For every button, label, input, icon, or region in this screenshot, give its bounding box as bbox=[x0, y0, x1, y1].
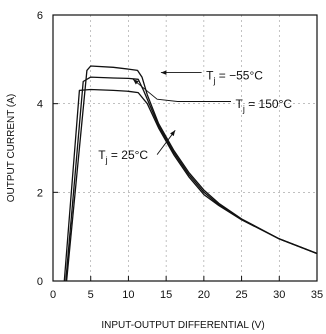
x-tick-label: 35 bbox=[311, 289, 323, 301]
y-tick-label: 2 bbox=[37, 187, 43, 199]
x-tick-label: 0 bbox=[50, 289, 56, 301]
annotation-arrowhead bbox=[170, 130, 176, 137]
annotation-label: Tj = −55°C bbox=[206, 68, 263, 85]
x-tick-label: 30 bbox=[273, 289, 285, 301]
y-axis-title: OUTPUT CURRENT (A) bbox=[6, 94, 17, 203]
x-tick-label: 10 bbox=[122, 289, 134, 301]
series-lines bbox=[63, 65, 318, 282]
x-tick-label: 15 bbox=[160, 289, 172, 301]
series-line bbox=[65, 76, 318, 282]
plot-frame bbox=[52, 14, 318, 282]
y-tick-label: 0 bbox=[37, 276, 43, 288]
annotation-leader bbox=[132, 78, 231, 102]
y-ticks: 0 2 4 6 bbox=[37, 10, 58, 288]
grid bbox=[53, 15, 317, 281]
x-ticks: 0 5 10 15 20 25 30 35 bbox=[50, 276, 323, 301]
annotation-arrowhead bbox=[133, 79, 139, 85]
y-tick-label: 6 bbox=[37, 10, 43, 22]
x-axis-title: INPUT-OUTPUT DIFFERENTIAL (V) bbox=[101, 320, 264, 331]
x-tick-label: 5 bbox=[88, 289, 94, 301]
annotation-label: Tj = 150°C bbox=[236, 97, 293, 114]
annotations: Tj = −55°C Tj = 150°C Tj = 25°C bbox=[98, 68, 292, 165]
annotation-arrowhead bbox=[160, 70, 167, 75]
x-tick-label: 25 bbox=[235, 289, 247, 301]
y-tick-label: 4 bbox=[37, 99, 43, 111]
x-tick-label: 20 bbox=[198, 289, 210, 301]
annotation-label: Tj = 25°C bbox=[98, 148, 148, 165]
series-line bbox=[65, 65, 318, 282]
